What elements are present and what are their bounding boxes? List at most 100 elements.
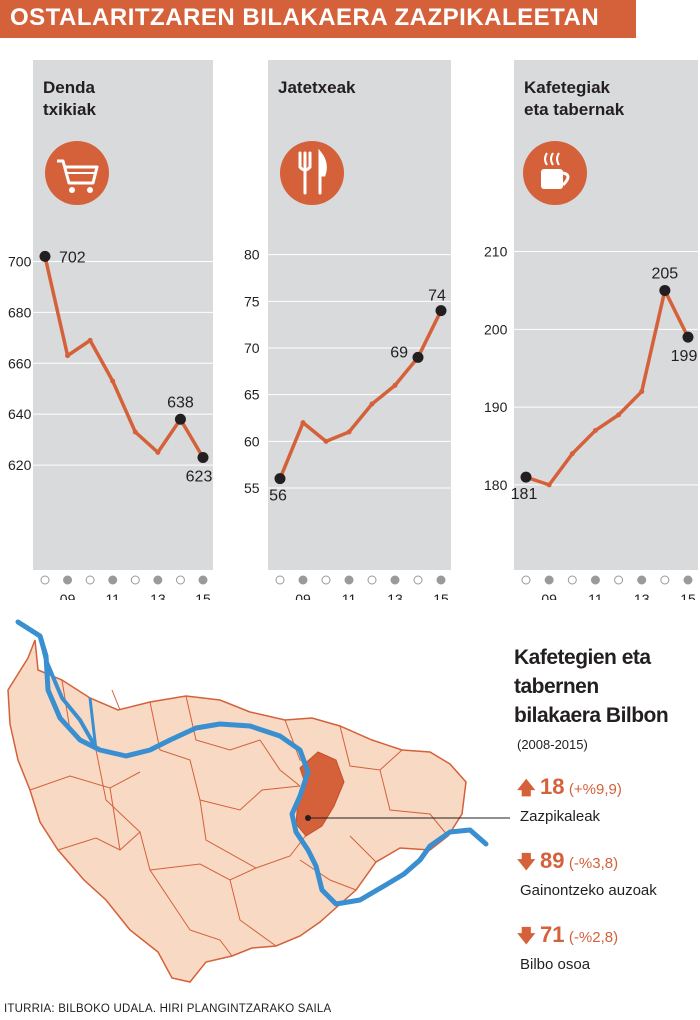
line-chart-2: Jatetxeak 55 60 65 70 75 80 09 11 13 15 56 69 74 — [244, 60, 451, 600]
x-marker-empty — [660, 575, 670, 585]
highlight-point — [174, 413, 186, 425]
highlight-point — [520, 471, 532, 483]
highlight-point — [39, 250, 51, 262]
data-point — [616, 412, 622, 418]
chart-title-line: eta tabernak — [524, 100, 625, 119]
x-marker-filled — [436, 575, 446, 585]
data-label: 623 — [186, 468, 213, 485]
knife — [318, 148, 327, 195]
data-point — [300, 420, 306, 426]
cup-handle — [561, 171, 570, 187]
data-point — [132, 429, 138, 435]
map-area — [7, 619, 510, 983]
x-marker-empty — [130, 575, 140, 585]
arrow-down-icon: 🡇 — [517, 926, 536, 946]
chart-title-line: Denda — [43, 78, 96, 97]
source-note: ITURRIA: BILBOKO UDALA. HIRI PLANGINTZAR… — [4, 1003, 332, 1015]
stat-other-neighbourhoods: 🡇 89 (-%3,8) — [517, 848, 618, 880]
bilbao-districts-map — [7, 619, 510, 983]
arrow-down-icon: 🡇 — [517, 852, 536, 872]
y-tick-label: 70 — [244, 340, 260, 356]
y-tick-label: 75 — [244, 293, 260, 309]
data-label: 69 — [390, 344, 408, 361]
side-title-line-1: Kafetegien eta — [514, 646, 651, 669]
highlight-point — [435, 305, 447, 317]
y-tick-label: 680 — [8, 304, 32, 320]
x-marker-filled — [390, 575, 400, 585]
side-subtitle: (2008-2015) — [517, 737, 588, 752]
data-point — [392, 382, 398, 388]
x-tick-label: 13 — [150, 591, 166, 600]
fork-knife-icon — [280, 141, 344, 205]
data-point — [639, 389, 645, 395]
x-tick-label: 09 — [295, 591, 311, 600]
canal — [88, 697, 98, 751]
x-marker-filled — [298, 575, 308, 585]
cart-body — [57, 159, 99, 185]
x-marker-empty — [40, 575, 50, 585]
side-title-line-2: tabernen — [514, 675, 599, 698]
highlight-point — [274, 473, 286, 485]
y-tick-label: 210 — [484, 244, 508, 260]
data-label: 702 — [59, 249, 86, 266]
x-tick-label: 09 — [541, 591, 557, 600]
x-marker-filled — [63, 575, 73, 585]
stat-percent: (-%3,8) — [568, 855, 619, 872]
stat-percent: (-%2,8) — [568, 929, 619, 946]
steam — [544, 152, 560, 166]
icon-circle — [280, 141, 344, 205]
x-marker-filled — [544, 575, 554, 585]
y-tick-label: 700 — [8, 253, 32, 269]
x-marker-filled — [683, 575, 693, 585]
stat-label: Gainontzeko auzoak — [520, 882, 657, 899]
chart-panel — [268, 60, 451, 570]
y-tick-label: 80 — [244, 247, 260, 263]
x-tick-label: 11 — [342, 591, 357, 600]
shopping-cart-icon — [45, 141, 109, 205]
data-label: 56 — [269, 488, 287, 505]
y-tick-label: 190 — [484, 399, 508, 415]
cart-wheel — [69, 187, 75, 193]
river — [15, 619, 489, 907]
x-marker-empty — [175, 575, 185, 585]
arrow-up-icon: 🡅 — [517, 778, 536, 798]
y-tick-label: 65 — [244, 387, 260, 403]
x-tick-label: 13 — [387, 591, 403, 600]
x-marker-empty — [413, 575, 423, 585]
district-borders — [29, 679, 449, 957]
data-point — [65, 353, 71, 359]
stat-zazpikaleak: 🡅 18 (+%9,9) — [517, 774, 622, 806]
x-marker-filled — [198, 575, 208, 585]
highlight-point — [197, 451, 209, 463]
series-line — [525, 288, 690, 487]
x-marker-empty — [567, 575, 577, 585]
data-point — [155, 449, 161, 455]
fork — [298, 151, 312, 195]
chart-title-line: Kafetegiak — [524, 78, 611, 97]
y-tick-label: 200 — [484, 321, 508, 337]
page-title: OSTALARITZAREN BILAKAERA ZAZPIKALEETAN — [10, 4, 600, 31]
y-tick-label: 640 — [8, 406, 32, 422]
callout-dot — [305, 815, 311, 821]
title-bar: OSTALARITZAREN BILAKAERA ZAZPIKALEETAN — [0, 0, 636, 38]
bilbao-outline — [7, 639, 467, 983]
cart-wheel — [87, 187, 93, 193]
highlight-point — [682, 331, 694, 343]
data-point — [592, 427, 598, 433]
data-point — [346, 429, 352, 435]
data-label: 199 — [671, 348, 698, 365]
x-marker-empty — [614, 575, 624, 585]
chart-title: Denda txikiak — [43, 78, 96, 119]
side-title-line-3: bilakaera Bilbon — [514, 704, 669, 727]
line-chart-1: Denda txikiak 620 640 660 680 700 09 11 13 15 702 63… — [8, 60, 213, 600]
x-tick-label: 15 — [195, 591, 211, 600]
data-label: 181 — [511, 486, 538, 503]
chart-panel — [514, 60, 698, 570]
stat-value: 89 — [539, 848, 565, 873]
chart-title: Jatetxeak — [278, 78, 356, 97]
x-marker-filled — [590, 575, 600, 585]
y-tick-label: 60 — [244, 433, 260, 449]
data-label: 74 — [428, 288, 446, 305]
x-marker-empty — [367, 575, 377, 585]
x-tick-label: 09 — [60, 591, 76, 600]
